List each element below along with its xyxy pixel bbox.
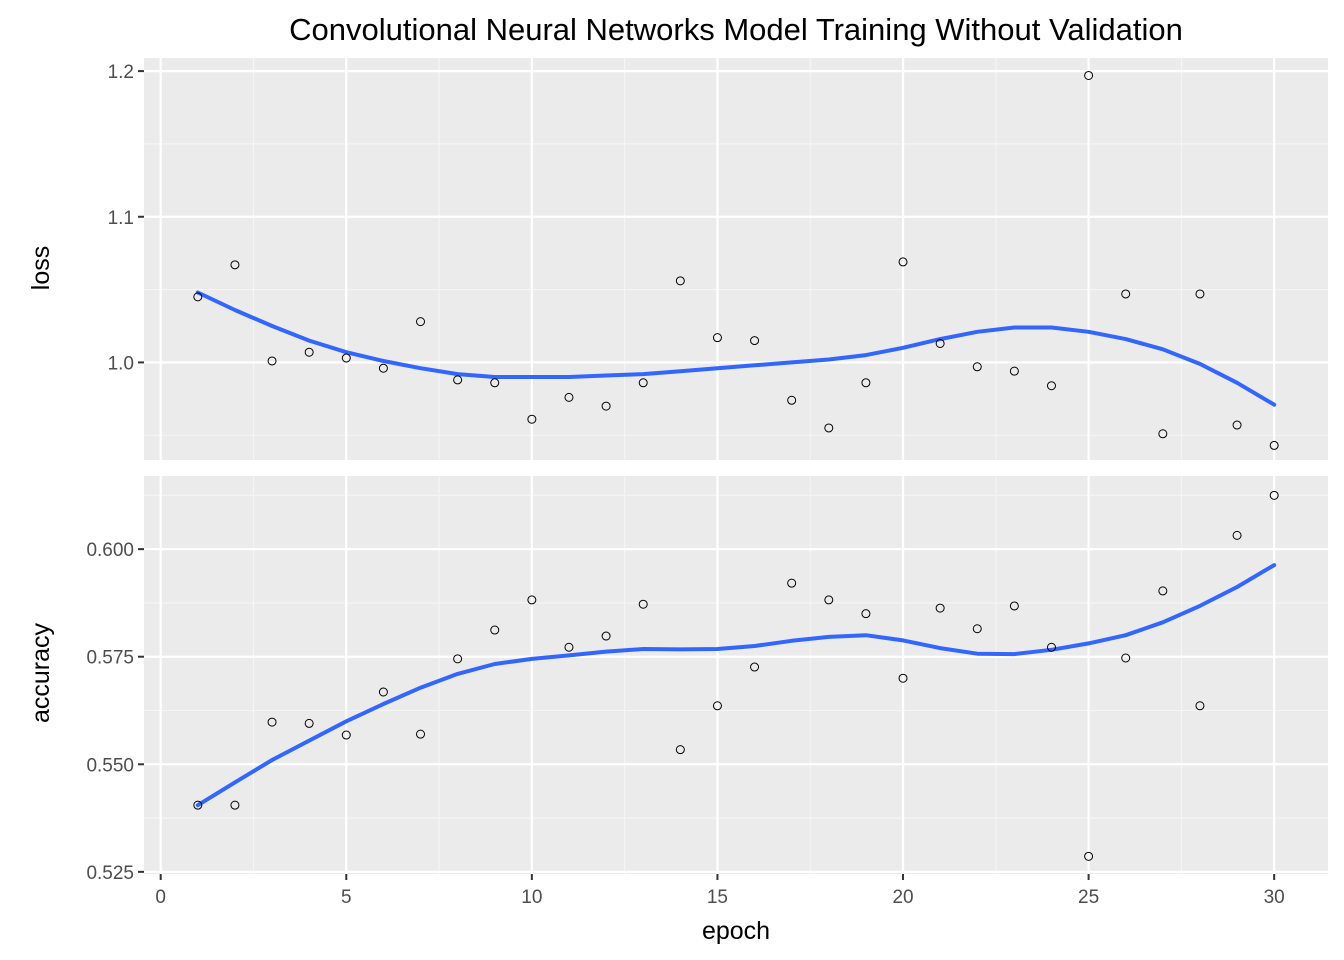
loss-point bbox=[341, 353, 351, 363]
loss-point bbox=[1269, 440, 1279, 450]
accuracy-panel: 0.525 0.550 0.575 0.600 bbox=[86, 476, 1328, 884]
loss-point bbox=[712, 333, 722, 343]
accuracy-point bbox=[675, 745, 685, 755]
loss-point bbox=[193, 292, 203, 302]
loss-point bbox=[898, 257, 908, 267]
loss-smooth-line bbox=[195, 290, 1277, 407]
accuracy-point bbox=[1121, 653, 1131, 663]
accuracy-point bbox=[898, 673, 908, 683]
x-tick-label: 0 bbox=[155, 887, 166, 908]
y-tick-label: 0.600 bbox=[86, 540, 134, 561]
loss-point bbox=[267, 356, 277, 366]
accuracy-point bbox=[416, 729, 426, 739]
accuracy-point bbox=[638, 599, 648, 609]
loss-point bbox=[490, 378, 500, 388]
accuracy-point bbox=[453, 654, 463, 664]
x-tick-label: 10 bbox=[521, 887, 542, 908]
panel-background bbox=[144, 476, 1328, 874]
chart-title: Convolutional Neural Networks Model Trai… bbox=[289, 12, 1183, 47]
accuracy-point bbox=[1009, 601, 1019, 611]
accuracy-point bbox=[1232, 530, 1242, 540]
x-axis: 0 5 10 15 20 25 30 bbox=[155, 874, 1285, 908]
accuracy-point bbox=[490, 625, 500, 635]
loss-point bbox=[787, 395, 797, 405]
accuracy-point bbox=[1084, 851, 1094, 861]
loss-point bbox=[1009, 366, 1019, 376]
loss-point bbox=[1121, 289, 1131, 299]
loss-point bbox=[824, 423, 834, 433]
loss-axis-title: loss bbox=[27, 246, 55, 290]
accuracy-point bbox=[935, 603, 945, 613]
accuracy-axis-title: accuracy bbox=[27, 622, 55, 723]
accuracy-point bbox=[787, 578, 797, 588]
accuracy-point bbox=[378, 687, 388, 697]
y-tick-label: 0.575 bbox=[86, 648, 134, 669]
loss-point bbox=[416, 317, 426, 327]
accuracy-point bbox=[193, 800, 203, 810]
loss-point bbox=[750, 336, 760, 346]
loss-point bbox=[675, 276, 685, 286]
panel-background bbox=[144, 58, 1328, 460]
x-tick-label: 20 bbox=[892, 887, 913, 908]
accuracy-point bbox=[564, 642, 574, 652]
accuracy-point bbox=[341, 730, 351, 740]
loss-point bbox=[230, 260, 240, 270]
y-tick-label: 1.0 bbox=[108, 353, 134, 374]
accuracy-point bbox=[1269, 490, 1279, 500]
loss-point bbox=[1232, 420, 1242, 430]
loss-point bbox=[304, 347, 314, 357]
loss-point bbox=[861, 378, 871, 388]
accuracy-point bbox=[1046, 642, 1056, 652]
x-axis-title: epoch bbox=[702, 917, 770, 945]
y-tick-label: 1.1 bbox=[108, 208, 134, 229]
accuracy-point bbox=[304, 718, 314, 728]
accuracy-point bbox=[267, 717, 277, 727]
x-tick-label: 25 bbox=[1078, 887, 1099, 908]
accuracy-point bbox=[527, 595, 537, 605]
accuracy-point bbox=[1195, 701, 1205, 711]
loss-point bbox=[601, 401, 611, 411]
loss-point bbox=[378, 363, 388, 373]
x-tick-label: 5 bbox=[341, 887, 352, 908]
x-tick-label: 15 bbox=[707, 887, 728, 908]
loss-point bbox=[935, 338, 945, 348]
accuracy-point bbox=[972, 624, 982, 634]
loss-point bbox=[527, 414, 537, 424]
accuracy-point bbox=[230, 800, 240, 810]
loss-panel: 1.0 1.1 1.2 bbox=[108, 58, 1328, 460]
loss-point bbox=[564, 392, 574, 402]
loss-point bbox=[1195, 289, 1205, 299]
y-tick-label: 1.2 bbox=[108, 62, 134, 83]
x-tick-label: 30 bbox=[1264, 887, 1285, 908]
loss-point bbox=[972, 362, 982, 372]
loss-point bbox=[638, 378, 648, 388]
accuracy-point bbox=[861, 609, 871, 619]
y-tick-label: 0.550 bbox=[86, 755, 134, 776]
loss-point bbox=[453, 375, 463, 385]
y-tick-label: 0.525 bbox=[86, 863, 134, 884]
accuracy-smooth-line bbox=[195, 563, 1277, 808]
loss-point bbox=[1046, 381, 1056, 391]
loss-point bbox=[1084, 70, 1094, 80]
loss-point bbox=[1158, 429, 1168, 439]
accuracy-point bbox=[1158, 586, 1168, 596]
accuracy-point bbox=[750, 662, 760, 672]
accuracy-point bbox=[601, 631, 611, 641]
accuracy-point bbox=[712, 701, 722, 711]
accuracy-point bbox=[824, 595, 834, 605]
